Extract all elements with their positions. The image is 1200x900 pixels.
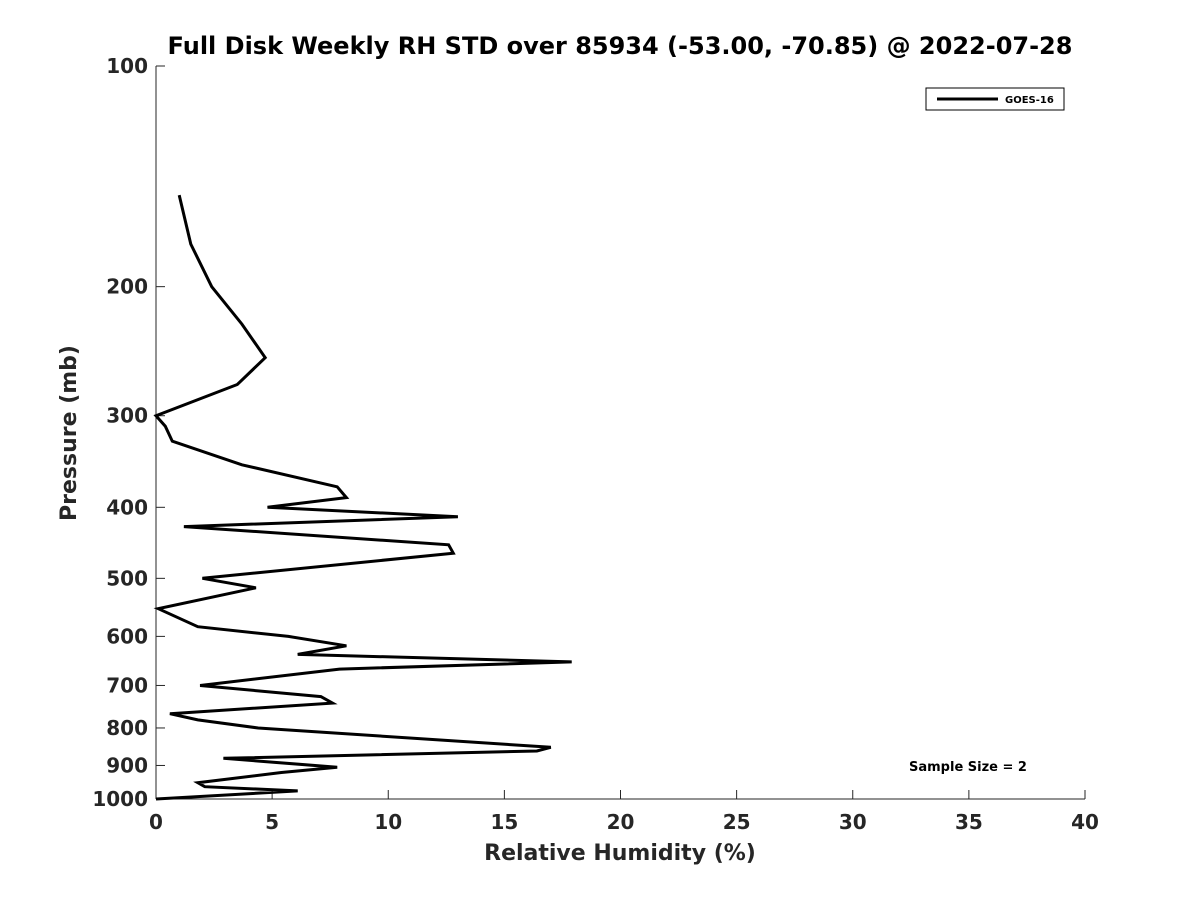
y-tick-label: 800	[106, 716, 148, 740]
series-layer	[153, 194, 572, 801]
chart-title: Full Disk Weekly RH STD over 85934 (-53.…	[168, 32, 1073, 60]
x-tick-label: 10	[374, 810, 402, 834]
x-tick-label: 40	[1071, 810, 1099, 834]
plot-area	[155, 66, 1085, 800]
x-axis: 0 5 10 15 20 25 30 35 40	[149, 790, 1099, 834]
y-tick-label: 100	[106, 54, 148, 78]
x-tick-label: 0	[149, 810, 163, 834]
y-tick-label: 300	[106, 404, 148, 428]
y-axis: 100 200 300 400 500 600 700 800 900 1000	[92, 54, 165, 811]
x-tick-label: 30	[839, 810, 867, 834]
y-tick-label: 1000	[92, 787, 148, 811]
x-tick-label: 35	[955, 810, 983, 834]
legend: GOES-16	[925, 87, 1065, 111]
y-tick-label: 600	[106, 624, 148, 648]
y-tick-label: 400	[106, 495, 148, 519]
legend-entry-goes-16: GOES-16	[1005, 95, 1054, 106]
sample-size-annotation: Sample Size = 2	[909, 760, 1027, 775]
x-tick-label: 25	[723, 810, 751, 834]
x-tick-label: 20	[607, 810, 635, 834]
y-tick-label: 900	[106, 753, 148, 777]
y-axis-label: Pressure (mb)	[57, 345, 82, 521]
y-tick-label: 700	[106, 673, 148, 697]
y-tick-label: 200	[106, 275, 148, 299]
x-axis-label: Relative Humidity (%)	[484, 841, 756, 866]
x-tick-label: 15	[490, 810, 518, 834]
y-tick-label: 500	[106, 566, 148, 590]
x-tick-label: 5	[265, 810, 279, 834]
series-line-goes-16	[153, 194, 572, 801]
